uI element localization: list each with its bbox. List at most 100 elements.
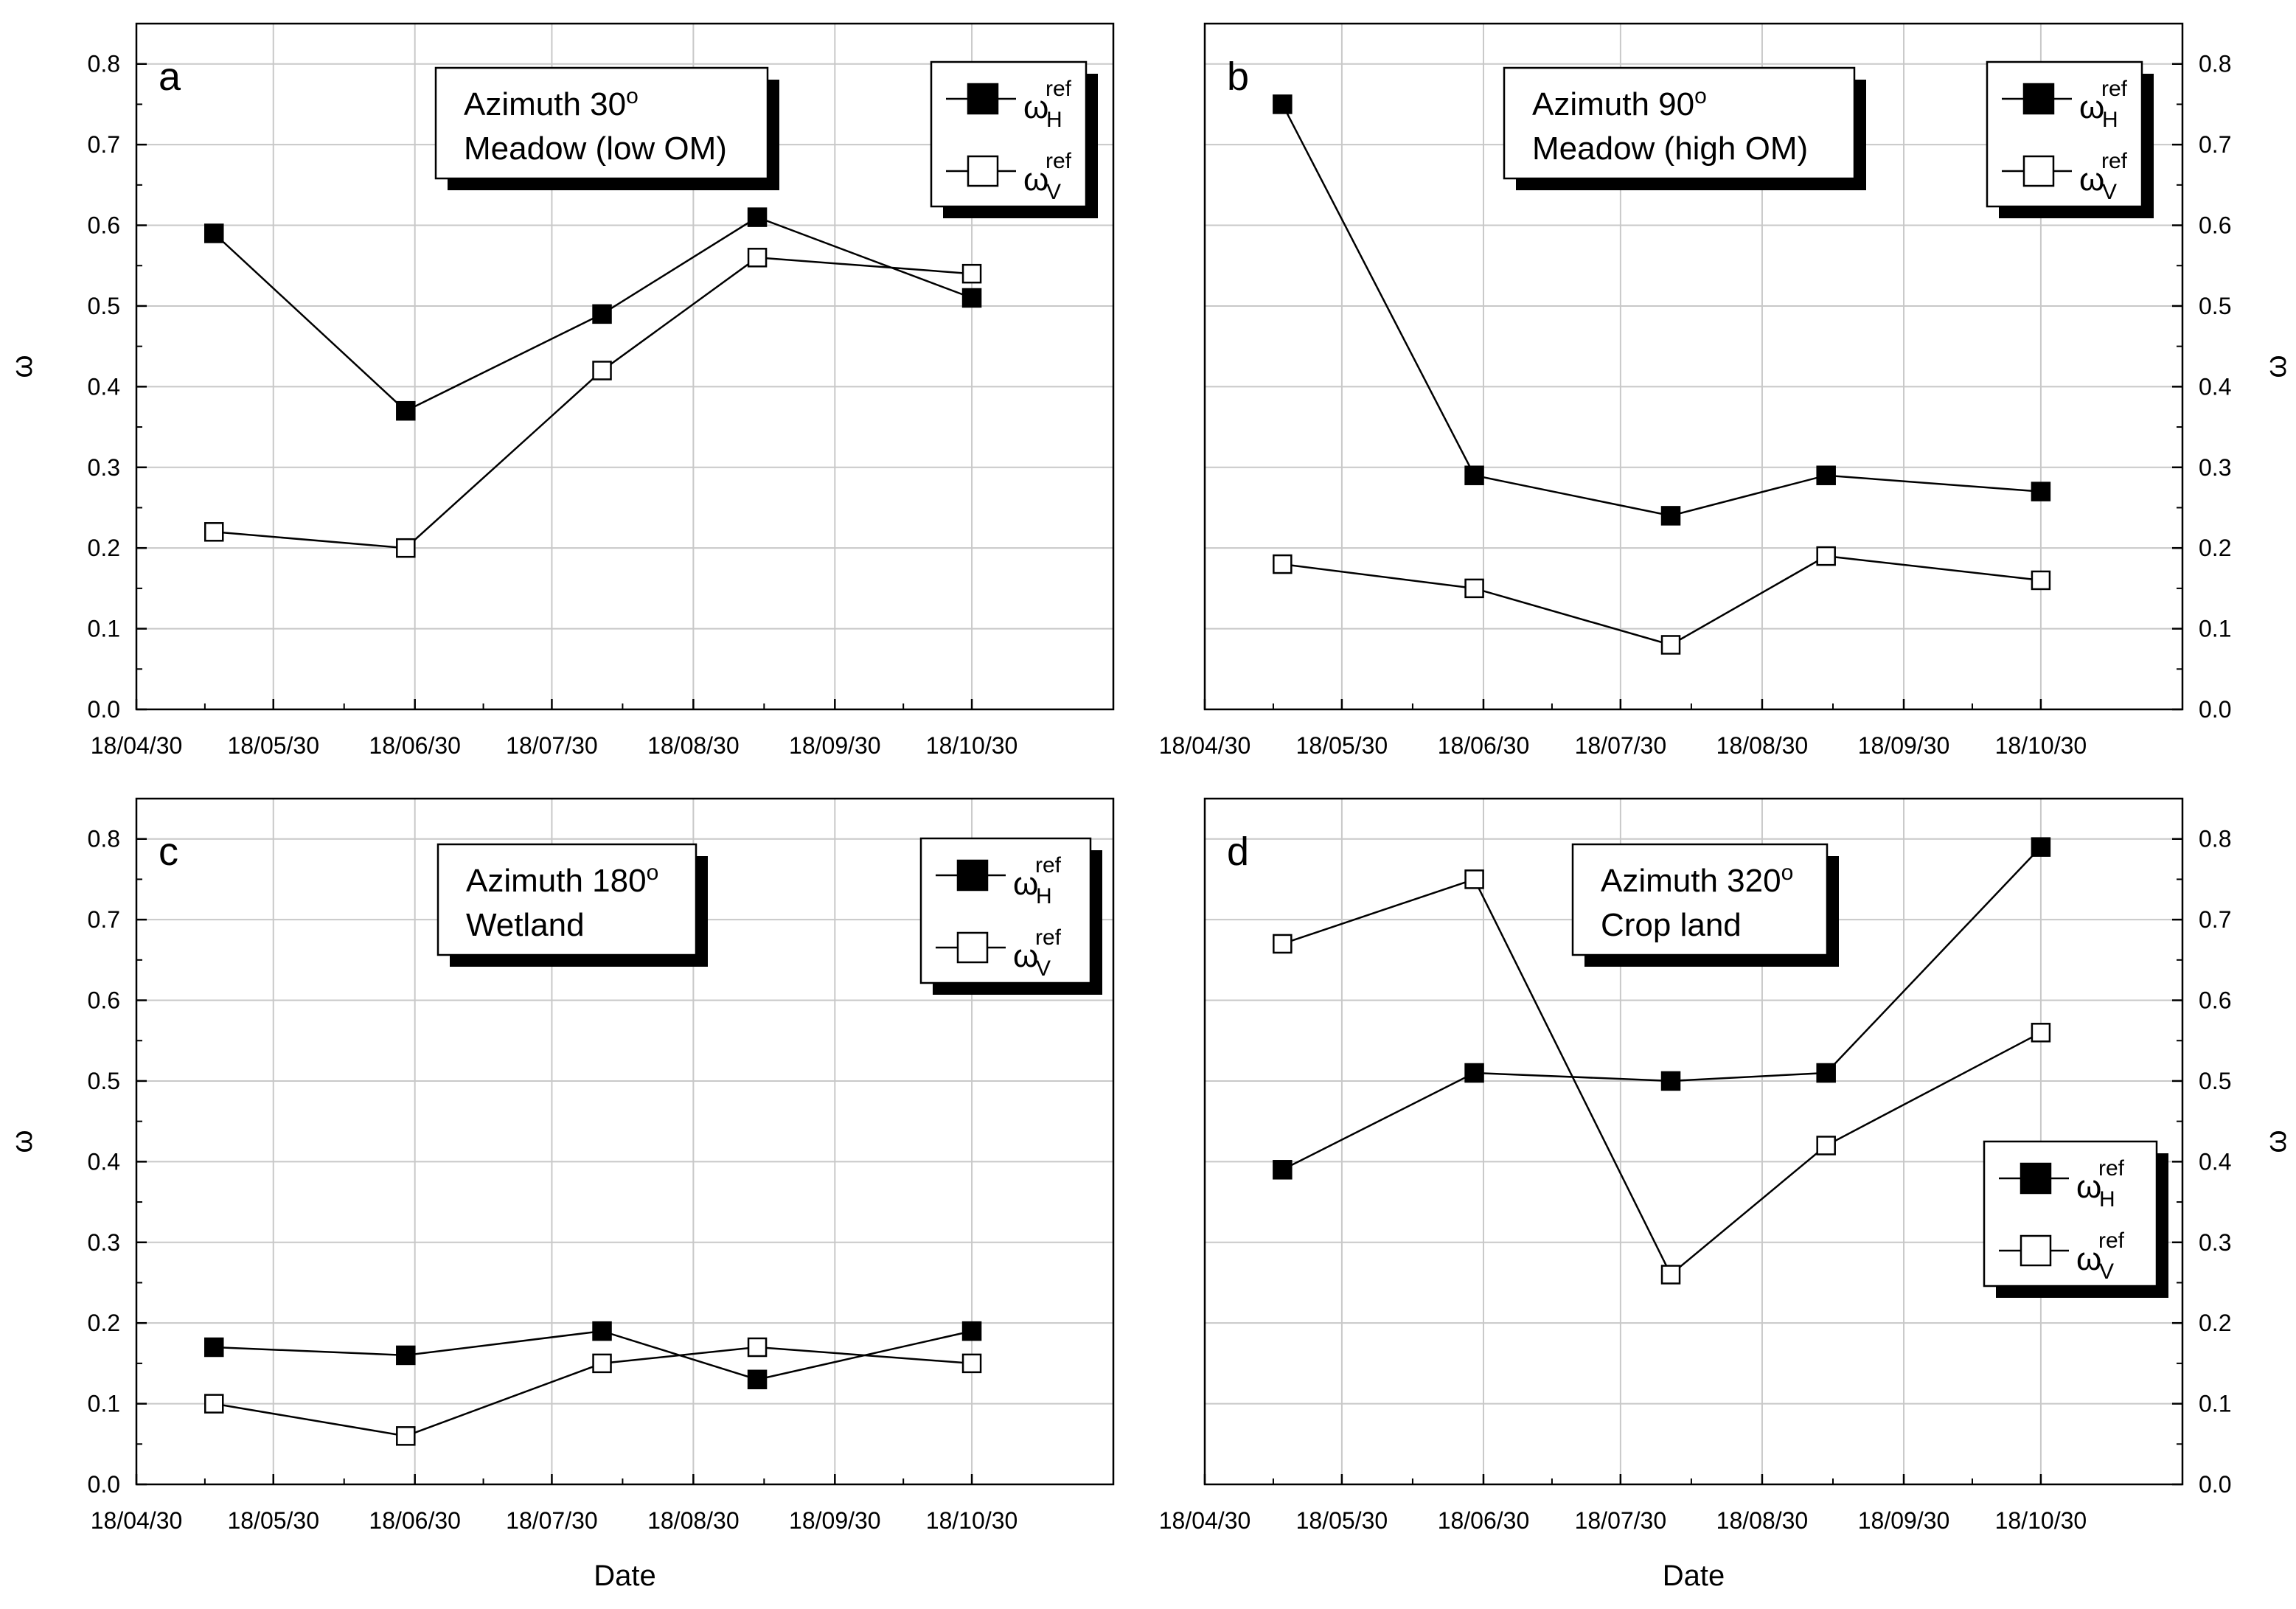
open-square-marker	[1464, 578, 1484, 599]
legend-superscript: ref	[1035, 925, 1062, 950]
legend-frame	[930, 60, 1088, 208]
open-square-marker	[2031, 570, 2051, 591]
y-tick-label: 0.3	[2199, 454, 2231, 481]
x-tick-label: 18/08/30	[1716, 1507, 1809, 1534]
annotation-line-1: Azimuth 30o	[464, 84, 639, 122]
legend-open-square-icon	[2020, 1234, 2052, 1267]
y-tick-label: 0.7	[88, 906, 120, 933]
open-square-marker	[592, 361, 612, 380]
legend-open-square-icon	[956, 931, 989, 964]
panel-b-series-omega-h-ref	[1273, 94, 2051, 526]
x-tick-label: 18/06/30	[369, 732, 461, 759]
annotation-line-1: Azimuth 180o	[466, 861, 658, 899]
y-tick-label: 0.4	[88, 1148, 120, 1175]
y-tick-label: 0.8	[88, 51, 120, 77]
y-tick-label: 0.6	[88, 212, 120, 239]
annotation-line-1: Azimuth 90o	[1532, 84, 1707, 122]
legend-filled-square-icon	[967, 83, 999, 115]
x-tick-label: 18/05/30	[1296, 1507, 1388, 1534]
x-tick-label: 18/08/30	[647, 1507, 740, 1534]
panel-d: 18/04/30 18/05/30 18/06/30 18/07/30 18/08/30…	[1159, 797, 2292, 1592]
legend-omega-symbol: ω	[2076, 1169, 2101, 1205]
x-tick-label: 18/04/30	[91, 1507, 183, 1534]
y-tick-label: 0.6	[88, 987, 120, 1014]
panel-b-series-omega-v-ref	[1273, 546, 2051, 655]
panel-b-x-axis: 18/04/30 18/05/30 18/06/30 18/07/30 18/08/30…	[1159, 699, 2087, 759]
x-tick-label: 18/08/30	[647, 732, 740, 759]
y-tick-label: 0.0	[88, 696, 120, 723]
legend-superscript: ref	[2101, 77, 2128, 101]
open-square-marker	[747, 1337, 768, 1358]
filled-square-marker	[961, 1321, 982, 1341]
panel-c-label: c	[159, 830, 178, 874]
open-square-marker	[204, 522, 224, 542]
panel-d-plot-frame	[1203, 797, 2184, 1486]
panel-c-x-axis-title: Date	[594, 1560, 656, 1592]
legend-subscript: V	[2102, 180, 2117, 204]
panel-d-series-omega-v-ref	[1273, 869, 2051, 1285]
y-tick-label: 0.8	[88, 826, 120, 852]
filled-square-marker	[961, 288, 982, 308]
y-tick-label: 0.2	[2199, 1310, 2231, 1336]
panel-c-plot-frame	[135, 797, 1115, 1486]
panel-d-series-omega-h-ref	[1273, 837, 2051, 1180]
panel-a-y-axis-title: ω	[6, 355, 38, 378]
x-tick-label: 18/10/30	[926, 1507, 1018, 1534]
y-tick-label: 0.6	[2199, 987, 2231, 1014]
x-tick-label: 18/09/30	[789, 1507, 881, 1534]
legend-superscript: ref	[2098, 1229, 2125, 1253]
annotation-line-1: Azimuth 320o	[1601, 861, 1793, 899]
legend-omega-symbol: ω	[2079, 89, 2104, 125]
panel-a-x-axis: 18/04/30 18/05/30 18/06/30 18/07/30 18/08/30…	[91, 699, 1018, 759]
y-tick-label: 0.5	[88, 293, 120, 319]
panel-c-y-axis: 0.0 0.1 0.2 0.3 0.4 0.5 0.6 0.7 0.8	[88, 826, 147, 1498]
y-tick-label: 0.7	[88, 131, 120, 158]
filled-square-marker	[1660, 506, 1681, 526]
x-tick-label: 18/06/30	[369, 1507, 461, 1534]
x-tick-label: 18/10/30	[926, 732, 1018, 759]
panel-d-x-axis: 18/04/30 18/05/30 18/06/30 18/07/30 18/08/30…	[1159, 1474, 2087, 1534]
x-tick-label: 18/05/30	[227, 1507, 319, 1534]
legend-subscript: V	[2099, 1259, 2114, 1284]
panel-a-annotation-box: Azimuth 30o Meadow (low OM)	[434, 66, 779, 190]
open-square-marker	[961, 1353, 982, 1374]
y-tick-label: 0.3	[88, 1229, 120, 1256]
x-tick-label: 18/07/30	[506, 1507, 598, 1534]
filled-square-marker	[592, 1321, 612, 1341]
panel-c-annotation-box: Azimuth 180o Wetland	[436, 843, 708, 967]
panel-c-series-omega-v-ref	[204, 1337, 982, 1446]
series-line	[214, 257, 973, 549]
legend-omega-symbol: ω	[2079, 161, 2104, 198]
legend-subscript: H	[2102, 108, 2118, 132]
annotation-azimuth-text: Azimuth 30	[464, 86, 626, 122]
panel-d-y-axis-title: ω	[2260, 1130, 2292, 1153]
panel-d-annotation-box: Azimuth 320o Crop land	[1571, 843, 1839, 967]
annotation-azimuth-text: Azimuth 180	[466, 863, 647, 899]
legend-omega-symbol: ω	[1013, 938, 1038, 974]
panel-a-gridlines	[136, 24, 1113, 710]
legend-superscript: ref	[1046, 149, 1072, 173]
open-square-marker	[396, 1426, 416, 1446]
y-tick-label: 0.2	[88, 535, 120, 561]
open-square-marker	[1273, 554, 1293, 574]
filled-square-marker	[1816, 1063, 1836, 1083]
x-tick-label: 18/04/30	[1159, 732, 1251, 759]
degree-superscript: o	[1694, 84, 1707, 108]
legend-superscript: ref	[2101, 149, 2128, 173]
filled-square-marker	[747, 1369, 768, 1390]
panel-c: 18/04/30 18/05/30 18/06/30 18/07/30 18/08/30…	[6, 797, 1115, 1592]
x-tick-label: 18/09/30	[789, 732, 881, 759]
y-tick-label: 0.7	[2199, 906, 2231, 933]
filled-square-marker	[1816, 465, 1836, 485]
y-tick-label: 0.4	[2199, 1148, 2231, 1175]
panel-a-label: a	[159, 55, 181, 99]
open-square-marker	[1273, 934, 1293, 954]
panel-b-annotation-box: Azimuth 90o Meadow (high OM)	[1503, 66, 1866, 190]
annotation-azimuth-text: Azimuth 90	[1532, 86, 1694, 122]
x-tick-label: 18/04/30	[91, 732, 183, 759]
